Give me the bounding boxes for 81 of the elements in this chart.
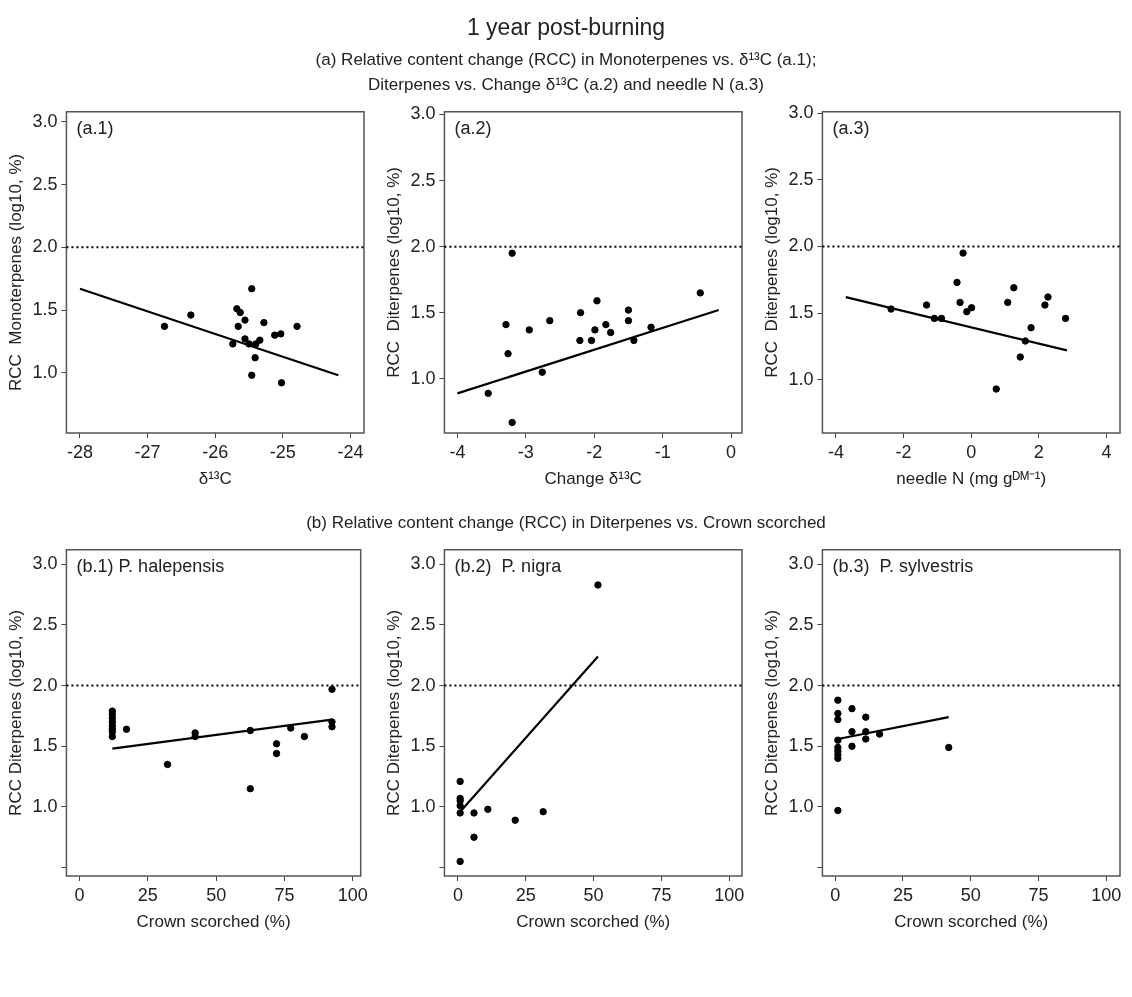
- x-axis-title: Change δ¹³C: [544, 469, 642, 489]
- x-tick-label: 0: [966, 441, 977, 462]
- x-tick-label: 25: [892, 884, 913, 905]
- x-tick-label: 0: [830, 884, 841, 905]
- text: (b) Relative content change (RCC) in Diterpenes vs. Crown scorched: [305, 512, 827, 534]
- y-tick-label: 1.5: [788, 302, 814, 323]
- x-axis-title: Crown scorched (%): [516, 912, 671, 932]
- y-axis-title: RCC Diterpenes (log10, %): [383, 609, 403, 816]
- y-tick-label: 1.0: [410, 795, 436, 816]
- y-axis-title: RCC Diterpenes (log10, %): [5, 609, 25, 816]
- y-tick-label: 2.0: [788, 674, 814, 695]
- y-axis-title: RCC Diterpenes (log10, %): [761, 167, 781, 378]
- x-tick-label: 75: [1028, 884, 1049, 905]
- x-tick-label: -3: [517, 441, 534, 462]
- x-tick-label: -4: [827, 441, 844, 462]
- x-tick-label: -1: [654, 441, 671, 462]
- y-tick-label: 1.5: [788, 735, 814, 756]
- x-tick-label: 0: [726, 441, 737, 462]
- annotation: (a.3): [832, 117, 870, 138]
- x-tick-label: 50: [960, 884, 981, 905]
- x-tick-label: -26: [202, 441, 229, 462]
- x-tick-label: -2: [895, 441, 912, 462]
- x-tick-label: 75: [274, 884, 295, 905]
- y-tick-label: 2.0: [788, 235, 814, 256]
- x-tick-label: 100: [714, 884, 745, 905]
- y-tick-label: 1.0: [788, 368, 814, 389]
- y-tick-label: 1.0: [32, 361, 58, 382]
- x-tick-label: 100: [1091, 884, 1122, 905]
- y-tick-label: 2.5: [32, 613, 58, 634]
- annotation: (a.2): [454, 117, 492, 138]
- annotation: (a.1): [76, 117, 114, 138]
- x-tick-label: -2: [586, 441, 603, 462]
- y-tick-label: 1.5: [32, 735, 58, 756]
- x-tick-label: 2: [1033, 441, 1044, 462]
- y-tick-label: 2.0: [32, 674, 58, 695]
- x-tick-label: -28: [66, 441, 93, 462]
- y-tick-label: 2.0: [410, 235, 436, 256]
- x-tick-label: 100: [337, 884, 368, 905]
- text: (a) Relative content change (RCC) in Monoterpenes vs. δ¹³C (a.1); Diterpenes vs. Change δ¹³C (a.2) and needle N (a.3): [314, 49, 818, 96]
- x-tick-label: 50: [583, 884, 604, 905]
- x-tick-label: -25: [269, 441, 296, 462]
- y-tick-label: 1.0: [788, 795, 814, 816]
- x-tick-label: 75: [651, 884, 672, 905]
- x-tick-label: -27: [134, 441, 161, 462]
- annotation: (b.1) P. halepensis: [76, 555, 225, 576]
- y-tick-label: 2.5: [410, 169, 436, 190]
- y-tick-label: 2.5: [410, 613, 436, 634]
- y-tick-label: 1.5: [410, 301, 436, 322]
- y-axis-title: RCC Diterpenes (log10, %): [383, 167, 403, 378]
- x-axis-title: Crown scorched (%): [894, 912, 1049, 932]
- x-tick-label: 0: [74, 884, 85, 905]
- annotation: (b.3) P. sylvestris: [832, 555, 974, 576]
- y-tick-label: 3.0: [410, 553, 436, 574]
- y-tick-label: 3.0: [32, 553, 58, 574]
- y-tick-label: 2.5: [32, 173, 58, 194]
- x-tick-label: 25: [515, 884, 536, 905]
- y-tick-label: 2.5: [788, 168, 814, 189]
- x-tick-label: 25: [137, 884, 158, 905]
- y-axis-title: RCC Diterpenes (log10, %): [761, 609, 781, 816]
- text: 1 year post-burning: [465, 13, 667, 41]
- y-tick-label: 2.0: [410, 674, 436, 695]
- x-tick-label: -24: [337, 441, 364, 462]
- x-tick-label: 0: [452, 884, 463, 905]
- y-tick-label: 3.0: [410, 103, 436, 124]
- x-axis-title: needle N (mg gᴰᴹ⁻¹): [896, 469, 1047, 489]
- y-tick-label: 3.0: [788, 553, 814, 574]
- y-tick-label: 2.5: [788, 613, 814, 634]
- y-tick-label: 2.0: [32, 236, 58, 257]
- y-tick-label: 1.5: [32, 299, 58, 320]
- y-tick-label: 1.0: [410, 367, 436, 388]
- x-tick-label: 4: [1101, 441, 1112, 462]
- y-axis-title: RCC Monoterpenes (log10, %): [5, 153, 25, 391]
- annotation: (b.2) P. nigra: [454, 555, 563, 576]
- x-axis-title: δ¹³C: [198, 469, 232, 489]
- x-tick-label: 50: [206, 884, 227, 905]
- y-tick-label: 1.5: [410, 735, 436, 756]
- x-axis-title: Crown scorched (%): [136, 912, 291, 932]
- y-tick-label: 1.0: [32, 795, 58, 816]
- x-tick-label: -4: [449, 441, 466, 462]
- y-tick-label: 3.0: [788, 102, 814, 123]
- y-tick-label: 3.0: [32, 110, 58, 131]
